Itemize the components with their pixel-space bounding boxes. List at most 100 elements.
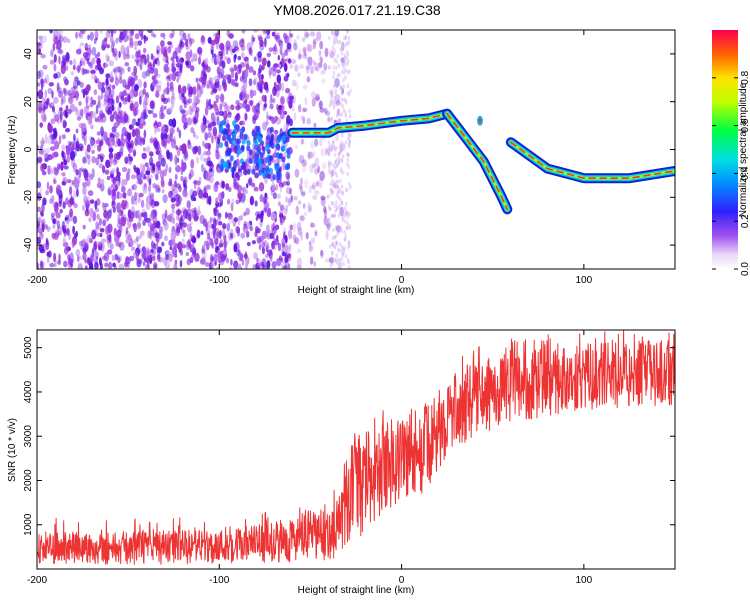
- noise-speck: [180, 228, 185, 234]
- noise-speck: [251, 240, 256, 245]
- cluster-speck: [256, 125, 261, 132]
- noise-speck: [223, 82, 228, 92]
- noise-speck: [347, 35, 351, 41]
- noise-speck: [332, 84, 336, 89]
- noise-speck: [44, 147, 50, 154]
- noise-speck: [337, 160, 341, 165]
- noise-speck: [134, 33, 140, 40]
- noise-speck: [147, 185, 152, 193]
- noise-speck: [122, 30, 126, 37]
- noise-speck: [214, 219, 218, 227]
- noise-speck: [309, 164, 314, 174]
- noise-speck: [241, 259, 245, 266]
- noise-speck: [87, 256, 90, 262]
- cluster-speck: [248, 149, 253, 156]
- noise-speck: [144, 162, 149, 168]
- noise-speck: [62, 242, 68, 248]
- noise-speck: [244, 112, 248, 121]
- noise-speck: [124, 261, 129, 268]
- noise-speck: [53, 179, 57, 185]
- noise-speck: [91, 155, 96, 164]
- noise-speck: [337, 108, 340, 113]
- noise-speck: [81, 204, 85, 212]
- noise-speck: [124, 30, 128, 37]
- noise-speck: [178, 185, 182, 192]
- noise-speck: [331, 182, 335, 187]
- noise-speck: [152, 60, 156, 68]
- noise-speck: [203, 151, 208, 156]
- noise-speck: [248, 66, 254, 73]
- noise-speck: [336, 73, 339, 78]
- noise-speck: [334, 245, 337, 250]
- noise-speck: [240, 62, 246, 68]
- noise-speck: [219, 93, 225, 103]
- noise-speck: [330, 241, 334, 247]
- noise-speck: [83, 195, 88, 205]
- noise-speck: [239, 92, 243, 101]
- noise-speck: [119, 141, 124, 151]
- noise-speck: [40, 163, 45, 173]
- noise-speck: [152, 113, 158, 118]
- noise-speck: [340, 229, 343, 234]
- spectrogram-marks: [37, 30, 675, 269]
- noise-speck: [328, 65, 331, 70]
- noise-speck: [203, 240, 209, 247]
- cluster-speck: [231, 166, 236, 173]
- noise-speck: [74, 106, 78, 112]
- noise-speck: [303, 211, 308, 217]
- noise-speck: [338, 242, 342, 247]
- noise-speck: [341, 252, 344, 258]
- noise-speck: [256, 236, 261, 243]
- noise-speck: [254, 225, 259, 234]
- noise-speck: [224, 103, 229, 113]
- noise-speck: [136, 192, 139, 198]
- noise-speck: [126, 93, 130, 98]
- noise-speck: [96, 240, 102, 246]
- noise-speck: [233, 217, 238, 223]
- noise-speck: [76, 80, 81, 86]
- noise-speck: [200, 86, 204, 95]
- noise-speck: [284, 58, 287, 64]
- noise-speck: [281, 52, 286, 59]
- noise-speck: [334, 101, 338, 106]
- noise-speck: [300, 231, 303, 241]
- noise-speck: [261, 241, 266, 249]
- noise-speck: [233, 261, 238, 269]
- noise-speck: [98, 141, 103, 147]
- noise-speck: [100, 92, 104, 100]
- noise-speck: [245, 262, 248, 269]
- noise-speck: [264, 177, 268, 184]
- colorbar-tick-label: 0.2: [740, 214, 750, 228]
- noise-speck: [171, 237, 176, 247]
- noise-speck: [252, 89, 257, 97]
- noise-speck: [314, 62, 318, 70]
- noise-speck: [147, 230, 152, 239]
- noise-speck: [42, 78, 48, 84]
- noise-speck: [135, 235, 140, 242]
- noise-speck: [86, 47, 92, 56]
- noise-speck: [337, 195, 341, 200]
- noise-speck: [337, 158, 341, 164]
- noise-speck: [82, 181, 88, 188]
- noise-speck: [230, 258, 233, 266]
- noise-speck: [119, 209, 124, 217]
- noise-speck: [307, 56, 313, 66]
- noise-speck: [161, 241, 165, 247]
- noise-speck: [346, 157, 350, 162]
- noise-speck: [177, 84, 182, 94]
- noise-speck: [113, 141, 119, 148]
- noise-speck: [213, 103, 219, 111]
- noise-speck: [332, 31, 338, 41]
- noise-speck: [151, 75, 157, 81]
- noise-speck: [49, 59, 56, 65]
- noise-speck: [194, 252, 200, 262]
- noise-speck: [338, 151, 342, 156]
- noise-speck: [346, 52, 349, 57]
- noise-speck: [333, 147, 337, 152]
- noise-speck: [237, 168, 242, 173]
- noise-speck: [118, 101, 122, 108]
- noise-speck: [115, 66, 121, 73]
- noise-speck: [133, 107, 137, 117]
- noise-speck: [309, 256, 314, 265]
- noise-speck: [298, 48, 302, 59]
